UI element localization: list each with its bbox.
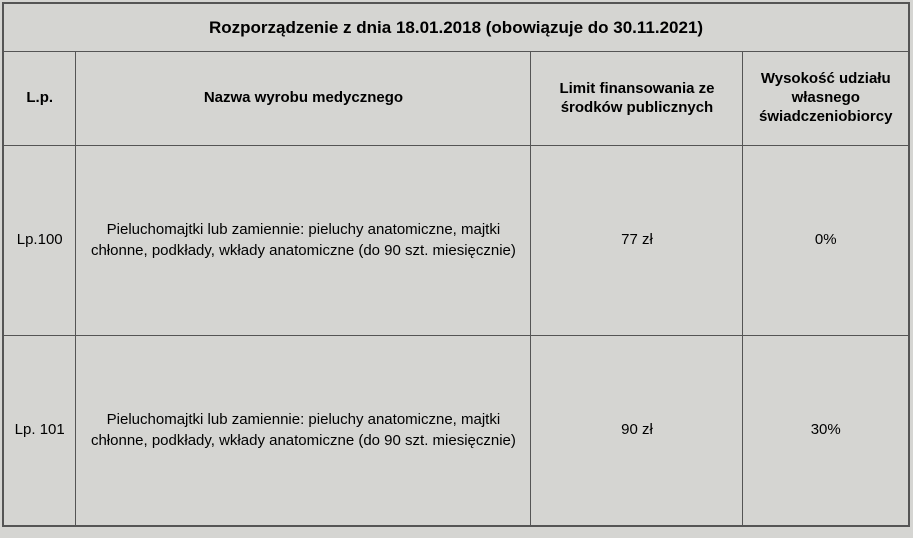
cell-limit: 90 zł [531, 336, 743, 526]
column-header-name: Nazwa wyrobu medycznego [76, 52, 531, 146]
cell-share: 30% [743, 336, 909, 526]
column-header-limit: Limit finansowania ze środków publicznyc… [531, 52, 743, 146]
table-row: Lp. 101 Pieluchomajtki lub zamiennie: pi… [4, 336, 909, 526]
cell-lp: Lp.100 [4, 146, 76, 336]
table-row: Lp.100 Pieluchomajtki lub zamiennie: pie… [4, 146, 909, 336]
cell-name: Pieluchomajtki lub zamiennie: pieluchy a… [76, 336, 531, 526]
cell-limit: 77 zł [531, 146, 743, 336]
column-header-share: Wysokość udziału własnego świadczeniobio… [743, 52, 909, 146]
regulation-table-container: Rozporządzenie z dnia 18.01.2018 (obowią… [2, 2, 910, 527]
cell-lp: Lp. 101 [4, 336, 76, 526]
table-title: Rozporządzenie z dnia 18.01.2018 (obowią… [4, 4, 909, 52]
regulation-table: Rozporządzenie z dnia 18.01.2018 (obowią… [3, 3, 909, 526]
cell-share: 0% [743, 146, 909, 336]
column-header-lp: L.p. [4, 52, 76, 146]
cell-name: Pieluchomajtki lub zamiennie: pieluchy a… [76, 146, 531, 336]
